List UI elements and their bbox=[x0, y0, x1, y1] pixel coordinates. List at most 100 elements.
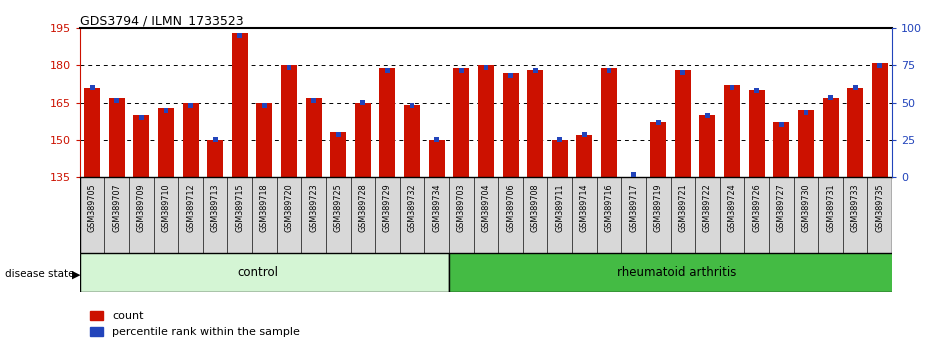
Text: ▶: ▶ bbox=[72, 269, 81, 279]
Bar bbox=[252, 177, 277, 253]
Bar bbox=[454, 68, 470, 177]
Bar bbox=[527, 70, 543, 177]
Text: GSM389719: GSM389719 bbox=[654, 183, 663, 232]
Text: GSM389706: GSM389706 bbox=[506, 183, 516, 232]
Bar bbox=[572, 177, 596, 253]
Bar bbox=[449, 253, 904, 292]
Bar bbox=[355, 103, 371, 177]
Bar bbox=[558, 137, 562, 142]
Bar bbox=[853, 85, 857, 90]
Bar bbox=[724, 85, 740, 177]
Bar bbox=[868, 177, 892, 253]
Bar bbox=[435, 137, 439, 142]
Bar bbox=[350, 177, 376, 253]
Text: GSM389712: GSM389712 bbox=[186, 183, 195, 232]
Text: GSM389733: GSM389733 bbox=[851, 183, 859, 232]
Text: control: control bbox=[238, 266, 279, 279]
Bar bbox=[404, 105, 420, 177]
Text: GSM389711: GSM389711 bbox=[555, 183, 564, 232]
Bar bbox=[843, 177, 868, 253]
Text: GSM389705: GSM389705 bbox=[87, 183, 97, 232]
Bar bbox=[502, 73, 518, 177]
Bar bbox=[208, 140, 223, 177]
Text: GSM389725: GSM389725 bbox=[333, 183, 343, 232]
Bar bbox=[818, 177, 843, 253]
Bar bbox=[376, 177, 400, 253]
Text: GSM389722: GSM389722 bbox=[703, 183, 712, 232]
Bar bbox=[596, 177, 622, 253]
Text: GSM389728: GSM389728 bbox=[359, 183, 367, 232]
Bar bbox=[139, 115, 144, 120]
Text: GSM389724: GSM389724 bbox=[728, 183, 736, 232]
Bar bbox=[158, 108, 174, 177]
Bar bbox=[301, 177, 326, 253]
Bar bbox=[778, 122, 784, 127]
Text: GSM389704: GSM389704 bbox=[482, 183, 490, 232]
Bar bbox=[552, 140, 568, 177]
Text: GSM389707: GSM389707 bbox=[113, 183, 121, 232]
Bar bbox=[361, 100, 365, 105]
Bar bbox=[577, 135, 593, 177]
Text: GSM389729: GSM389729 bbox=[383, 183, 392, 232]
Bar bbox=[80, 253, 449, 292]
Bar bbox=[705, 113, 710, 118]
Text: GSM389734: GSM389734 bbox=[432, 183, 441, 232]
Text: GSM389708: GSM389708 bbox=[531, 183, 540, 232]
Bar bbox=[331, 132, 346, 177]
Text: GSM389718: GSM389718 bbox=[260, 183, 269, 232]
Bar bbox=[449, 177, 473, 253]
Bar bbox=[631, 172, 636, 177]
Bar bbox=[409, 103, 414, 108]
Bar bbox=[286, 65, 291, 70]
Bar bbox=[607, 68, 611, 73]
Text: GSM389715: GSM389715 bbox=[236, 183, 244, 232]
Bar bbox=[336, 132, 341, 137]
Bar bbox=[847, 88, 863, 177]
Text: GSM389703: GSM389703 bbox=[456, 183, 466, 232]
Bar bbox=[385, 68, 390, 73]
Bar bbox=[601, 68, 617, 177]
Bar bbox=[582, 132, 587, 137]
Text: GSM389713: GSM389713 bbox=[210, 183, 220, 232]
Bar bbox=[154, 177, 178, 253]
Bar bbox=[326, 177, 350, 253]
Bar bbox=[804, 110, 808, 115]
Bar bbox=[484, 65, 488, 70]
Bar bbox=[774, 122, 790, 177]
Bar bbox=[769, 177, 793, 253]
Text: GSM389726: GSM389726 bbox=[752, 183, 762, 232]
Bar bbox=[655, 120, 661, 125]
Bar bbox=[730, 85, 734, 90]
Bar bbox=[508, 73, 513, 78]
Bar bbox=[213, 137, 218, 142]
Bar bbox=[188, 103, 193, 108]
Bar bbox=[532, 68, 537, 73]
Bar bbox=[109, 98, 125, 177]
Bar bbox=[424, 177, 449, 253]
Bar bbox=[523, 177, 547, 253]
Bar bbox=[227, 177, 252, 253]
Bar bbox=[232, 33, 248, 177]
Bar bbox=[178, 177, 203, 253]
Bar bbox=[400, 177, 424, 253]
Bar bbox=[473, 177, 499, 253]
Bar bbox=[646, 177, 670, 253]
Bar bbox=[754, 88, 759, 93]
Text: GDS3794 / ILMN_1733523: GDS3794 / ILMN_1733523 bbox=[80, 14, 243, 27]
Bar bbox=[311, 98, 316, 103]
Text: GSM389727: GSM389727 bbox=[777, 183, 786, 232]
Bar bbox=[681, 70, 685, 75]
Bar bbox=[163, 108, 168, 113]
Bar bbox=[793, 177, 818, 253]
Bar bbox=[720, 177, 745, 253]
Bar bbox=[828, 95, 833, 100]
Text: GSM389720: GSM389720 bbox=[285, 183, 294, 232]
Text: GSM389723: GSM389723 bbox=[309, 183, 318, 232]
Bar bbox=[823, 98, 839, 177]
Bar bbox=[85, 88, 100, 177]
Bar bbox=[459, 68, 464, 73]
Bar bbox=[379, 68, 395, 177]
Bar bbox=[499, 177, 523, 253]
Text: GSM389717: GSM389717 bbox=[629, 183, 639, 232]
Bar bbox=[203, 177, 227, 253]
